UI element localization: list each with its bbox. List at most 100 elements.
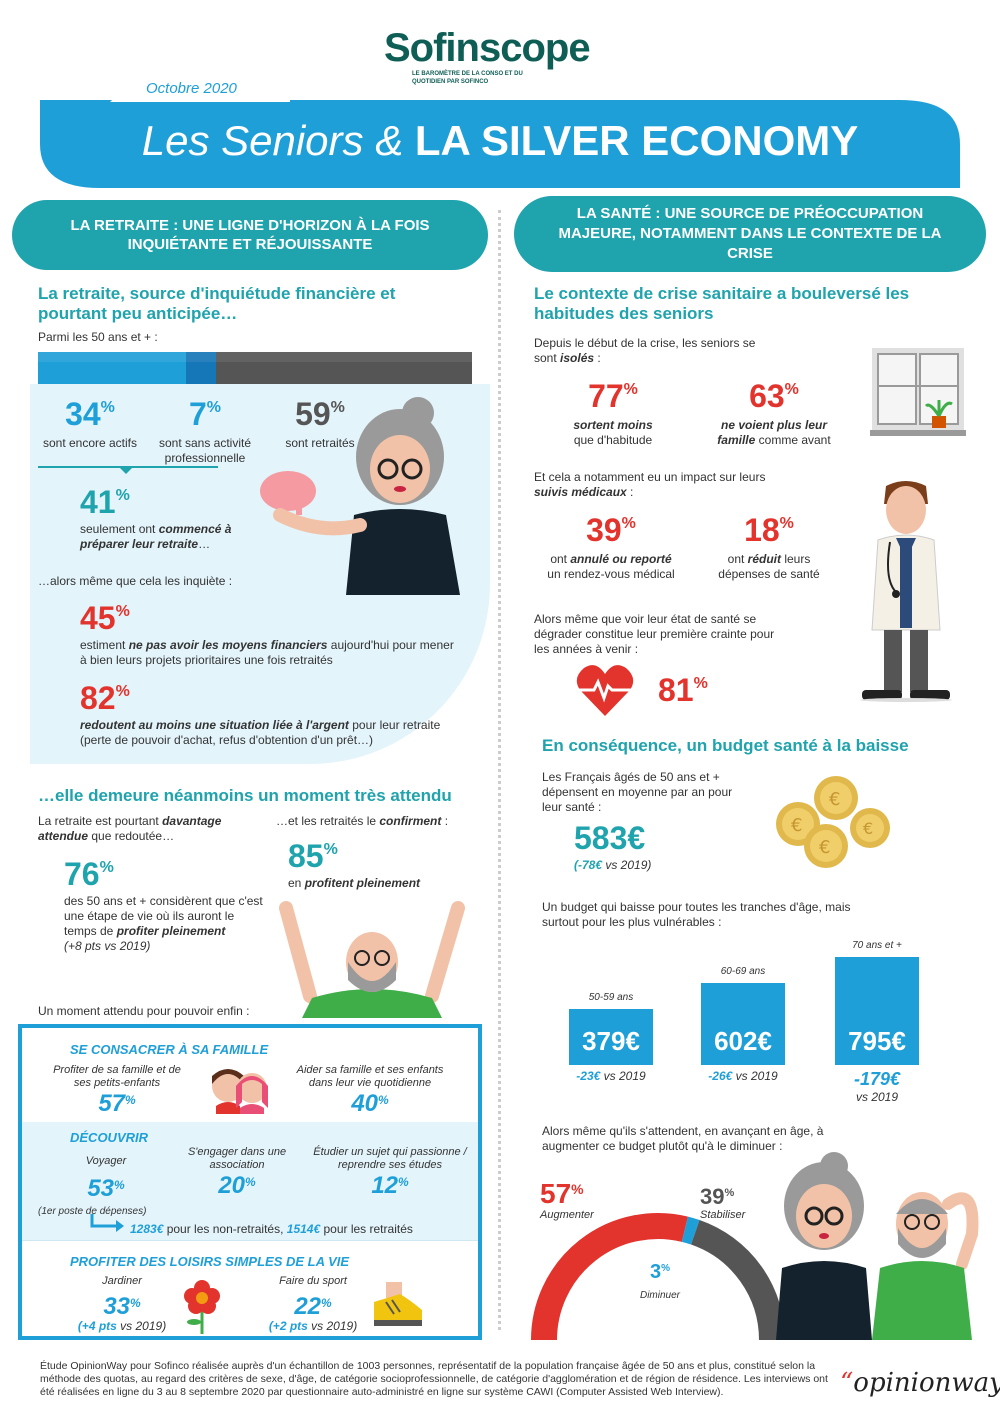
gauge-augmenter-label: Augmenter: [540, 1209, 594, 1221]
famille-item-2: Aider sa famille et ses enfants dans leu…: [292, 1064, 448, 1116]
title-part1: Les Seniors &: [141, 117, 404, 164]
stat-63: 63% ne voient plus leur famille comme av…: [704, 380, 844, 448]
tranche-3-age: 70 ans et +: [852, 940, 902, 951]
stat-sans-value: 7%: [188, 396, 222, 432]
stat-76-evol: (+8 pts vs 2019): [64, 939, 151, 953]
couple-svg: [776, 1152, 979, 1340]
decouvrir-item-3-label: Étudier un sujet qui passionne / reprend…: [313, 1146, 467, 1171]
left-sub1-title: La retraite, source d'inquiétude financi…: [38, 284, 396, 323]
stat-63-value: 63%: [749, 378, 799, 414]
famille-item-1-label: Profiter de sa famille et de ses petits-…: [53, 1064, 181, 1089]
stat-39: 39% ont annulé ou reporté un rendez-vous …: [536, 514, 686, 582]
tranches-intro: Un budget qui baisse pour toutes les tra…: [542, 900, 851, 929]
family-faces-svg: [212, 1069, 268, 1114]
stat-77-label: sortent moins que d'habitude: [573, 418, 653, 447]
poste-note: (1er poste de dépenses): [38, 1206, 147, 1217]
decouvrir-item-3: Étudier un sujet qui passionne / reprend…: [308, 1146, 472, 1198]
stat-63-label: ne voient plus leur famille comme avant: [717, 418, 831, 447]
stat-81-value: 81%: [658, 672, 708, 708]
stat-77: 77% sortent moins que d'habitude: [548, 380, 678, 448]
moment-text: Un moment attendu pour pouvoir enfin :: [38, 1004, 250, 1018]
logo-quote: “: [840, 1368, 854, 1398]
famille-item-2-value: 40%: [351, 1090, 389, 1117]
brand-logo: Sofinscope LE BAROMÈTRE DE LA CONSO ET D…: [384, 26, 624, 86]
flower-svg: [184, 1280, 220, 1334]
svg-text:€: €: [791, 815, 802, 836]
svg-text:€: €: [829, 789, 840, 810]
tranche-1-age: 50-59 ans: [588, 992, 634, 1003]
crainte-text: Alors même que voir leur état de santé s…: [534, 612, 775, 656]
stat-sans: 7% sont sans activité professionnelle: [150, 398, 260, 466]
famille-item-2-label: Aider sa famille et ses enfants dans leu…: [296, 1064, 444, 1089]
loisirs-divider: [22, 1240, 478, 1241]
svg-text:€: €: [863, 819, 873, 838]
intro-text: Parmi les 50 ans et + :: [38, 330, 158, 344]
isoles-text: Depuis le début de la crise, les seniors…: [534, 336, 756, 365]
right-section-title: LA SANTÉ : UNE SOURCE DE PRÉOCCUPATION M…: [514, 196, 986, 272]
stat-41-label: seulement ont commencé à préparer leur r…: [80, 522, 232, 551]
banner-shape: [40, 100, 960, 188]
title-banner-bg: [40, 100, 960, 188]
stat-retraites: 59% sont retraités: [270, 398, 370, 451]
decouvrir-item-2: S'engager dans une association 20%: [182, 1146, 292, 1198]
decouvrir-item-2-value: 20%: [218, 1172, 256, 1199]
stat-39-value: 39%: [586, 512, 636, 548]
budget-value: 583€ (-78€ vs 2019): [574, 822, 651, 873]
arrow-depense-svg: [90, 1214, 124, 1232]
activities-band-decouvrir: [22, 1122, 478, 1240]
right-sub1-title: Le contexte de crise sanitaire a bouleve…: [534, 284, 910, 323]
happy-man-svg: [279, 901, 465, 1018]
woman-svg: [260, 397, 460, 595]
stat-82-label: redoutent au moins une situation liée à …: [80, 718, 441, 747]
footer-note: Étude OpinionWay pour Sofinco réalisée a…: [40, 1360, 828, 1398]
loisirs-item-2-evol: (+2 pts vs 2019): [268, 1319, 358, 1333]
depense-text: 1283€ pour les non-retraités, 1514€ pour…: [130, 1222, 413, 1236]
arrow-41: [118, 466, 134, 474]
bar-retraites: [215, 352, 472, 384]
gauge-svg: [531, 1213, 785, 1341]
column-divider: [498, 210, 501, 1330]
tranche-2: 60-69 ans 602€ -26€ vs 2019: [688, 964, 798, 1084]
gauge-diminuer-value: 3%: [649, 1261, 671, 1283]
date-label: Octobre 2020: [146, 80, 237, 97]
doctor-illustration: [856, 480, 956, 702]
activities-box: SE CONSACRER À SA FAMILLE Profiter de sa…: [18, 1024, 482, 1340]
sneaker-svg: [374, 1282, 422, 1326]
inquiete-text: …alors même que cela les inquiète :: [38, 574, 233, 588]
tranche-3-box: 795€: [835, 957, 919, 1065]
stat-85-label: en profitent pleinement: [288, 876, 421, 890]
stat-41: 41% seulement ont commencé à préparer le…: [80, 486, 250, 552]
heart-icon: [576, 664, 634, 718]
gauge-arc-augmenter: [531, 1213, 688, 1341]
coins-illustration: € € € €: [772, 772, 892, 872]
decouvrir-item-2-label: S'engager dans une association: [187, 1146, 287, 1171]
stat-45-value: 45%: [80, 600, 130, 636]
loisirs-item-1: Jardiner 33% (+4 pts vs 2019): [62, 1274, 182, 1334]
loisirs-item-2-value: 22%: [294, 1293, 332, 1320]
gauge-diminuer: 3% Diminuer: [630, 1262, 690, 1303]
stat-45-label: estiment ne pas avoir les moyens financi…: [80, 638, 454, 667]
stat-39-label: ont annulé ou reporté un rendez-vous médi…: [547, 552, 675, 581]
gauge-stabiliser-value: 39%: [700, 1184, 735, 1209]
stat-retraites-value: 59%: [295, 396, 345, 432]
famille-item-1: Profiter de sa famille et de ses petits-…: [52, 1064, 182, 1116]
activity-bar: [38, 352, 472, 384]
left-sub2-title: …elle demeure néanmoins un moment très a…: [38, 786, 452, 805]
stat-85: 85% en profitent pleinement: [288, 840, 468, 891]
tranche-2-age: 60-69 ans: [720, 966, 766, 977]
stat-sans-label: sont sans activité professionnelle: [158, 436, 252, 465]
tranche-1-box: 379€: [569, 1009, 653, 1065]
confirment-text: …et les retraités le confirment :: [276, 814, 449, 828]
stat-18-value: 18%: [744, 512, 794, 548]
tranche-1: 50-59 ans 379€ -23€ vs 2019: [556, 990, 666, 1084]
stat-actifs-value: 34%: [65, 396, 115, 432]
tranche-3: 70 ans et + 795€ -179€ vs 2019: [822, 938, 932, 1105]
loisirs-item-2: Faire du sport 22% (+2 pts vs 2019): [258, 1274, 368, 1334]
tranche-2-box: 602€: [701, 983, 785, 1065]
attendent-text: Alors même qu'ils s'attendent, en avança…: [542, 1124, 824, 1153]
bar-actifs: [38, 352, 186, 384]
loisirs-item-1-evol: (+4 pts vs 2019): [77, 1319, 167, 1333]
left-section-title: LA RETRAITE : UNE LIGNE D'HORIZON À LA F…: [12, 200, 488, 270]
gauge-arc-diminuer: [681, 1216, 700, 1245]
bar-highlight: [38, 352, 472, 362]
